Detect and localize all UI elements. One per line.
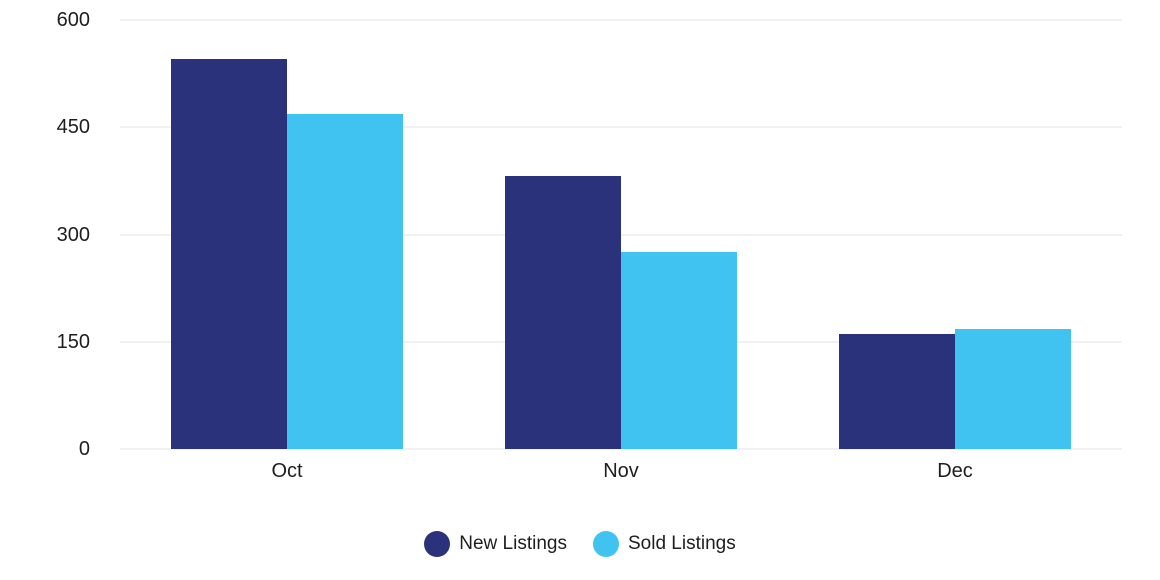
x-axis-tick-label-oct: Oct: [271, 460, 303, 482]
y-axis-tick-label-150: 150: [56, 330, 90, 353]
y-axis-tick-label-300: 300: [56, 223, 90, 246]
legend-item-new-listings[interactable]: New Listings: [424, 531, 567, 557]
bar-new-listings-nov[interactable]: [505, 175, 621, 449]
bar-groups: [120, 20, 1122, 449]
legend-label-new-listings: New Listings: [459, 533, 567, 554]
y-axis-tick-label-450: 450: [56, 116, 90, 139]
x-axis: Oct Nov Dec: [120, 459, 1122, 485]
bar-sold-listings-dec[interactable]: [955, 328, 1071, 449]
bar-group-nov: [454, 20, 788, 449]
legend-item-sold-listings[interactable]: Sold Listings: [592, 531, 736, 557]
bar-sold-listings-oct[interactable]: [287, 114, 403, 449]
x-axis-tick-label-dec: Dec: [937, 460, 973, 482]
legend-swatch-new-listings-icon: [424, 531, 451, 557]
legend: New Listings Sold Listings: [0, 531, 1160, 557]
legend-label-sold-listings: Sold Listings: [627, 533, 736, 554]
x-axis-tick-label-nov: Nov: [603, 460, 639, 482]
bar-group-oct: [120, 20, 454, 449]
bar-new-listings-dec[interactable]: [839, 333, 955, 449]
y-axis-tick-label-0: 0: [78, 438, 90, 460]
bar-group-dec: [788, 20, 1122, 449]
gridline-450: [120, 126, 1122, 129]
gridline-0: [120, 448, 1122, 450]
gridline-300: [120, 233, 1122, 236]
y-axis: 0 150 300 450 600: [0, 10, 90, 459]
legend-swatch-sold-listings-icon: [592, 531, 619, 557]
bar-new-listings-oct[interactable]: [171, 59, 287, 449]
plot-area: [120, 19, 1122, 450]
y-axis-tick-label-600: 600: [56, 9, 90, 31]
gridline-600: [120, 19, 1122, 21]
bar-sold-listings-nov[interactable]: [621, 252, 737, 449]
